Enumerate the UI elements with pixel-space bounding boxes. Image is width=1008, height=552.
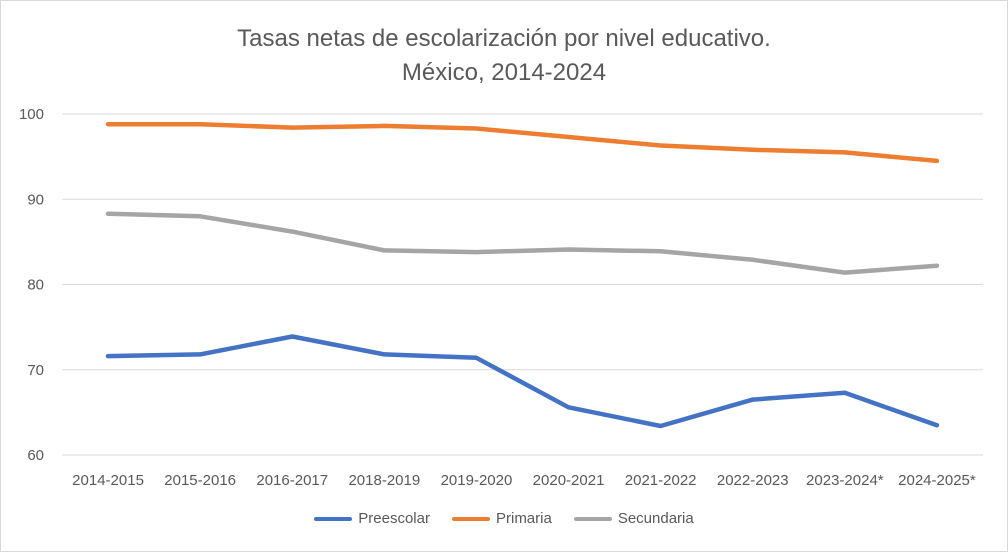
legend-swatch-primaria xyxy=(451,516,490,521)
data-point-primaria[interactable] xyxy=(290,125,295,130)
data-point-primaria[interactable] xyxy=(566,135,571,140)
y-tick-label: 90 xyxy=(27,191,44,208)
x-axis-ticks: 2014-2015 2015-2016 2016-2017 2018-2019 2019… xyxy=(72,472,976,489)
legend-item-preescolar[interactable]: Preescolar xyxy=(314,510,430,527)
data-point-primaria[interactable] xyxy=(750,147,755,152)
x-tick-label: 2014-2015 xyxy=(72,472,144,489)
x-tick-label: 2021-2022 xyxy=(625,472,697,489)
data-point-primaria[interactable] xyxy=(382,123,387,128)
legend-item-secundaria[interactable]: Secundaria xyxy=(573,510,694,527)
y-axis-ticks: 60 70 80 90 100 xyxy=(19,106,44,464)
x-tick-label: 2023-2024* xyxy=(806,472,884,489)
chart-title-line-1: Tasas netas de escolarización por nivel … xyxy=(237,25,771,52)
legend: Preescolar Primaria Secundaria xyxy=(0,510,1008,527)
data-point-secundaria[interactable] xyxy=(290,229,295,234)
x-tick-label: 2022-2023 xyxy=(717,472,789,489)
data-point-preescolar[interactable] xyxy=(198,352,203,357)
series-line-preescolar[interactable] xyxy=(105,334,940,429)
x-tick-label: 2018-2019 xyxy=(348,472,420,489)
data-point-preescolar[interactable] xyxy=(566,405,571,410)
y-tick-label: 100 xyxy=(19,106,44,123)
data-point-secundaria[interactable] xyxy=(474,250,479,255)
x-tick-label: 2016-2017 xyxy=(256,472,328,489)
series-lines xyxy=(105,121,940,429)
legend-label-secundaria: Secundaria xyxy=(617,510,694,527)
data-point-primaria[interactable] xyxy=(934,158,939,163)
series-line-primaria[interactable] xyxy=(105,121,940,164)
data-point-preescolar[interactable] xyxy=(658,424,663,429)
data-point-preescolar[interactable] xyxy=(934,423,939,428)
data-point-primaria[interactable] xyxy=(106,122,111,127)
data-point-preescolar[interactable] xyxy=(382,352,387,357)
x-tick-label: 2015-2016 xyxy=(164,472,236,489)
x-tick-label: 2019-2020 xyxy=(441,472,513,489)
data-point-secundaria[interactable] xyxy=(106,211,111,216)
legend-swatch-secundaria xyxy=(573,516,612,521)
gridlines xyxy=(62,113,983,456)
data-point-preescolar[interactable] xyxy=(474,355,479,360)
data-point-primaria[interactable] xyxy=(198,122,203,127)
data-point-primaria[interactable] xyxy=(842,150,847,155)
x-tick-label: 2024-2025* xyxy=(898,472,976,489)
data-point-preescolar[interactable] xyxy=(290,334,295,339)
legend-item-primaria[interactable]: Primaria xyxy=(451,510,552,527)
data-point-secundaria[interactable] xyxy=(382,248,387,253)
data-point-preescolar[interactable] xyxy=(842,390,847,395)
legend-label-primaria: Primaria xyxy=(495,510,552,527)
data-point-secundaria[interactable] xyxy=(198,214,203,219)
data-point-secundaria[interactable] xyxy=(842,270,847,275)
chart-title-line-2: México, 2014-2024 xyxy=(401,59,607,86)
y-tick-label: 60 xyxy=(27,447,44,464)
data-point-secundaria[interactable] xyxy=(750,257,755,262)
y-tick-label: 80 xyxy=(27,277,44,294)
data-point-preescolar[interactable] xyxy=(750,397,755,402)
data-point-primaria[interactable] xyxy=(658,143,663,148)
data-point-secundaria[interactable] xyxy=(658,249,663,254)
legend-swatch-preescolar xyxy=(314,516,353,521)
data-point-secundaria[interactable] xyxy=(566,247,571,252)
data-point-secundaria[interactable] xyxy=(934,263,939,268)
series-line-secundaria[interactable] xyxy=(105,211,940,275)
data-point-primaria[interactable] xyxy=(474,126,479,131)
data-point-preescolar[interactable] xyxy=(106,354,111,359)
x-tick-label: 2020-2021 xyxy=(533,472,605,489)
y-tick-label: 70 xyxy=(27,362,44,379)
legend-label-preescolar: Preescolar xyxy=(358,510,430,527)
